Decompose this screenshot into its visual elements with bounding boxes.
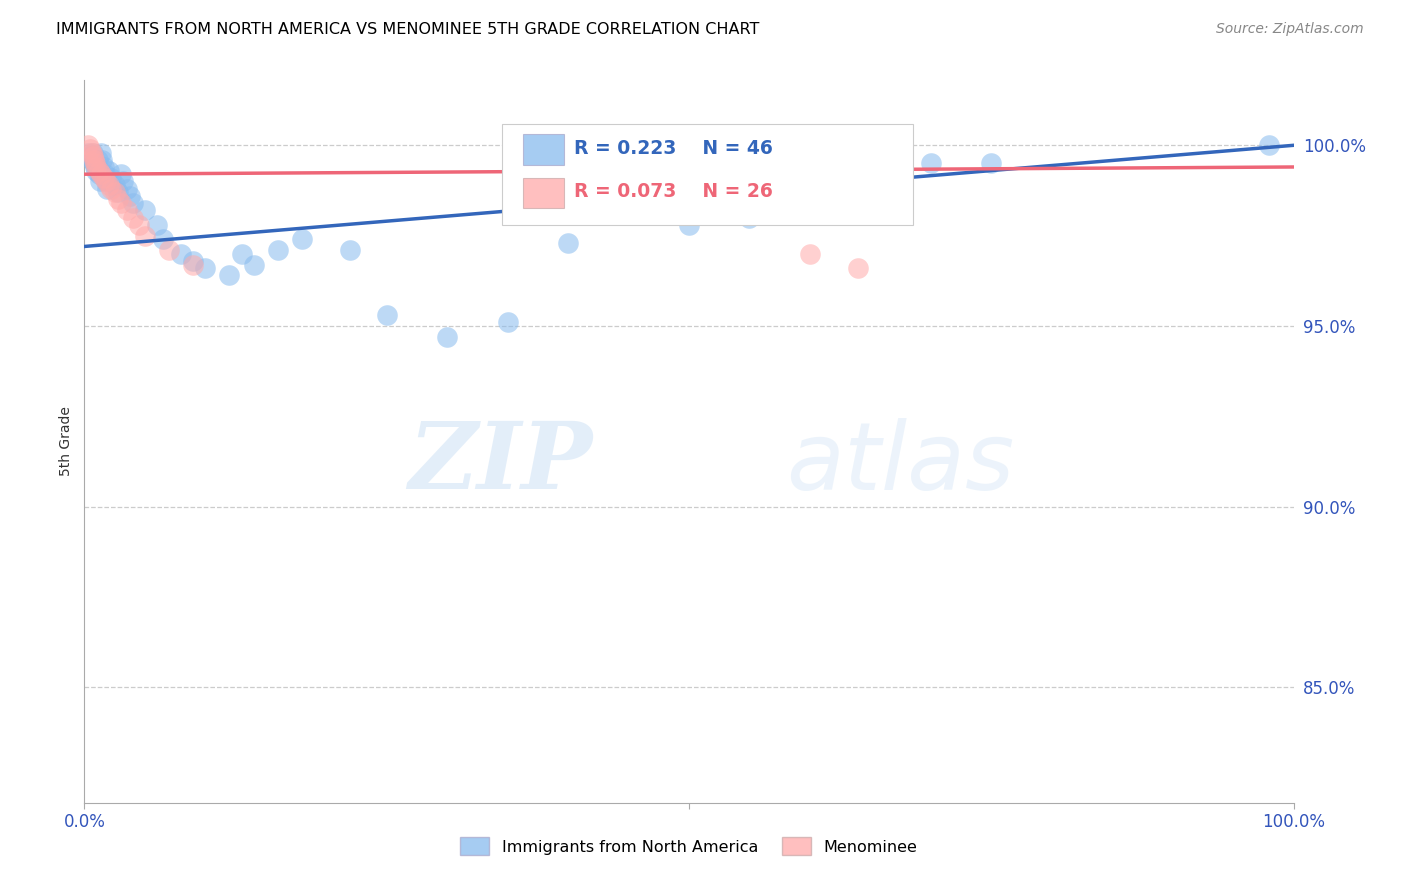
Point [87, 167, 110, 181]
Point [170, 246, 193, 260]
Point [557, 182, 579, 196]
Point [194, 261, 217, 276]
Point [100, 170, 122, 185]
Point [84, 160, 107, 174]
Point [242, 258, 264, 272]
Point [82, 145, 104, 160]
FancyBboxPatch shape [502, 124, 912, 225]
Point [128, 218, 150, 232]
Point [267, 243, 290, 257]
Point [339, 243, 361, 257]
Y-axis label: 5th Grade: 5th Grade [59, 407, 73, 476]
Point [77, 138, 100, 153]
FancyBboxPatch shape [523, 178, 564, 208]
Point [93, 160, 115, 174]
Legend: Immigrants from North America, Menominee: Immigrants from North America, Menominee [453, 829, 925, 863]
Text: ZIP: ZIP [408, 418, 592, 508]
Point [96, 182, 118, 196]
Point [83, 156, 105, 170]
Point [86, 153, 108, 167]
Point [80, 153, 103, 167]
Point [738, 211, 761, 225]
Point [115, 203, 138, 218]
Point [110, 196, 132, 211]
Point [77, 145, 100, 160]
Point [110, 167, 132, 181]
Text: R = 0.073    N = 26: R = 0.073 N = 26 [574, 182, 773, 201]
Point [291, 232, 314, 246]
Point [375, 308, 398, 322]
Point [107, 193, 129, 207]
Point [593, 189, 616, 203]
Point [91, 153, 114, 167]
Point [146, 218, 169, 232]
Point [799, 246, 821, 260]
Text: atlas: atlas [786, 417, 1014, 508]
Point [90, 167, 112, 181]
Point [115, 182, 138, 196]
Point [82, 149, 104, 163]
Point [104, 186, 127, 200]
Point [84, 156, 107, 170]
Point [94, 174, 117, 188]
Point [100, 182, 122, 196]
Point [152, 232, 174, 246]
Point [89, 174, 111, 188]
Point [1258, 138, 1281, 153]
Point [112, 174, 135, 188]
Point [97, 178, 120, 192]
Point [121, 211, 143, 225]
Point [79, 149, 101, 163]
Point [87, 163, 110, 178]
Point [980, 156, 1002, 170]
Point [90, 145, 112, 160]
Text: Source: ZipAtlas.com: Source: ZipAtlas.com [1216, 22, 1364, 37]
Point [134, 203, 156, 218]
Point [436, 330, 458, 344]
Point [557, 235, 579, 250]
Point [157, 243, 180, 257]
Point [94, 174, 117, 188]
Point [181, 254, 204, 268]
Point [79, 142, 101, 156]
Point [121, 196, 143, 211]
Point [846, 261, 869, 276]
Point [80, 145, 103, 160]
Point [107, 186, 129, 200]
Point [231, 246, 253, 260]
Point [93, 170, 115, 185]
Text: IMMIGRANTS FROM NORTH AMERICA VS MENOMINEE 5TH GRADE CORRELATION CHART: IMMIGRANTS FROM NORTH AMERICA VS MENOMIN… [56, 22, 759, 37]
Point [920, 156, 942, 170]
Point [104, 178, 127, 192]
Point [134, 228, 156, 243]
Point [94, 167, 117, 181]
Point [86, 160, 108, 174]
Point [120, 189, 142, 203]
FancyBboxPatch shape [523, 135, 564, 165]
Point [97, 163, 120, 178]
Point [181, 258, 204, 272]
Point [496, 315, 519, 329]
Text: R = 0.223    N = 46: R = 0.223 N = 46 [574, 138, 773, 158]
Point [83, 153, 105, 167]
Point [678, 218, 700, 232]
Point [86, 163, 108, 178]
Point [218, 268, 240, 283]
